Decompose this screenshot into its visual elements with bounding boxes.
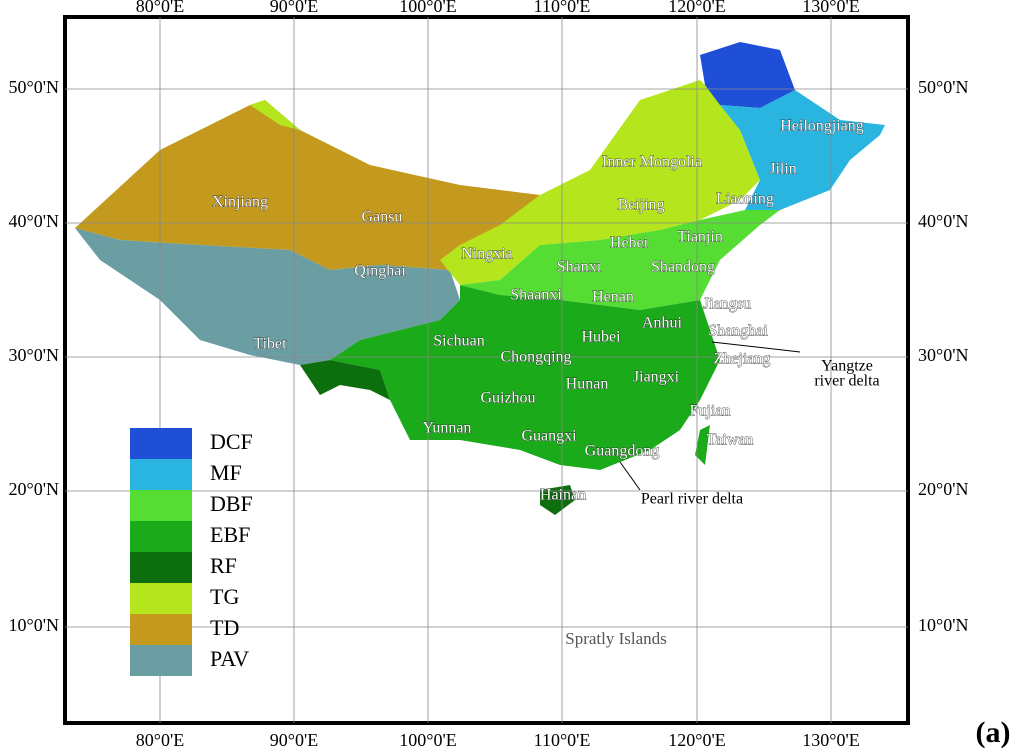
annotation: river delta xyxy=(814,373,879,390)
province-label: Zhejiang xyxy=(714,351,771,368)
province-label: Tianjin xyxy=(677,229,723,246)
zone-tg xyxy=(440,80,760,285)
arrow xyxy=(711,341,801,353)
province-label: Anhui xyxy=(642,315,683,332)
province-label: Hubei xyxy=(581,329,621,346)
zone-ebf xyxy=(330,285,720,470)
zone-pav xyxy=(75,228,460,365)
y-tick-label: 20°0'N xyxy=(918,479,968,499)
province-label: Fujian xyxy=(690,403,731,420)
graticule xyxy=(65,17,908,723)
legend-label: PAV xyxy=(210,646,249,671)
annotation: Spratly Islands xyxy=(565,629,667,648)
province-label: Guizhou xyxy=(480,390,535,407)
province-label: Jilin xyxy=(769,161,797,178)
province-label: Shanghai xyxy=(708,323,768,340)
legend-swatch xyxy=(130,614,192,645)
legend-label: MF xyxy=(210,460,242,485)
province-label: Guangxi xyxy=(521,428,577,445)
x-tick-label: 80°0'E xyxy=(136,730,184,750)
province-label: Yunnan xyxy=(423,420,472,437)
zone-rf xyxy=(300,360,390,400)
x-tick-label: 130°0'E xyxy=(802,730,859,750)
province-label: Inner Mongolia xyxy=(602,154,702,171)
province-label: Hainan xyxy=(540,487,586,504)
x-tick-label: 80°0'E xyxy=(136,0,184,16)
province-label: Chongqing xyxy=(500,349,571,366)
x-tick-label: 90°0'E xyxy=(270,0,318,16)
zone-mf xyxy=(720,90,885,210)
legend-label: TD xyxy=(210,615,239,640)
legend-label: DBF xyxy=(210,491,253,516)
legend-swatch xyxy=(130,645,192,676)
province-label: Shandong xyxy=(651,259,715,276)
arrow xyxy=(619,461,641,491)
y-tick-label: 40°0'N xyxy=(918,211,968,231)
x-tick-label: 120°0'E xyxy=(668,0,725,16)
annotation: Yangtze xyxy=(821,358,873,375)
hainan xyxy=(540,485,575,515)
province-label: Taiwan xyxy=(707,432,754,449)
legend-label: EBF xyxy=(210,522,250,547)
province-label: Tibet xyxy=(253,336,287,353)
taiwan xyxy=(695,425,710,465)
legend-swatch xyxy=(130,521,192,552)
province-label: Shaanxi xyxy=(510,287,562,304)
zone-td xyxy=(75,100,540,270)
y-tick-label: 40°0'N xyxy=(9,211,59,231)
province-label: Jiangxi xyxy=(633,369,680,386)
province-label: Liaoning xyxy=(716,191,774,208)
province-label: Hunan xyxy=(566,376,609,393)
panel-label: (a) xyxy=(976,716,1011,749)
zone-dcf xyxy=(700,42,795,108)
x-tick-label: 100°0'E xyxy=(399,730,456,750)
y-tick-label: 20°0'N xyxy=(9,479,59,499)
legend-swatch xyxy=(130,490,192,521)
x-tick-label: 110°0'E xyxy=(534,0,591,16)
y-tick-label: 30°0'N xyxy=(9,345,59,365)
legend-label: RF xyxy=(210,553,237,578)
y-tick-label: 10°0'N xyxy=(9,615,59,635)
province-label: Qinghai xyxy=(354,263,406,280)
y-tick-label: 10°0'N xyxy=(918,615,968,635)
province-label: Heilongjiang xyxy=(780,118,864,135)
province-label: Sichuan xyxy=(433,333,485,350)
legend-swatch xyxy=(130,583,192,614)
vegetation-zones xyxy=(75,42,885,515)
legend-swatch xyxy=(130,459,192,490)
x-tick-label: 130°0'E xyxy=(802,0,859,16)
province-label: Hebei xyxy=(610,235,649,252)
province-label: Guangdong xyxy=(585,443,660,460)
zone-dbf xyxy=(460,210,780,310)
x-tick-label: 90°0'E xyxy=(270,730,318,750)
province-label: Gansu xyxy=(362,209,403,226)
province-label: Jiangsu xyxy=(703,296,751,313)
province-label: Ningxia xyxy=(461,246,513,263)
province-label: Xinjiang xyxy=(212,194,268,211)
province-label: Shanxi xyxy=(557,259,602,276)
legend-swatch xyxy=(130,552,192,583)
x-tick-label: 100°0'E xyxy=(399,0,456,16)
zone-tg-north xyxy=(250,100,300,130)
annotation: Pearl river delta xyxy=(641,491,743,508)
province-label: Beijing xyxy=(617,197,664,214)
y-tick-label: 30°0'N xyxy=(918,345,968,365)
legend-swatch xyxy=(130,428,192,459)
x-tick-label: 120°0'E xyxy=(668,730,725,750)
y-tick-label: 50°0'N xyxy=(918,77,968,97)
x-tick-label: 110°0'E xyxy=(534,730,591,750)
y-tick-label: 50°0'N xyxy=(9,77,59,97)
legend-label: TG xyxy=(210,584,239,609)
province-label: Henan xyxy=(592,289,634,306)
legend-label: DCF xyxy=(210,429,253,454)
